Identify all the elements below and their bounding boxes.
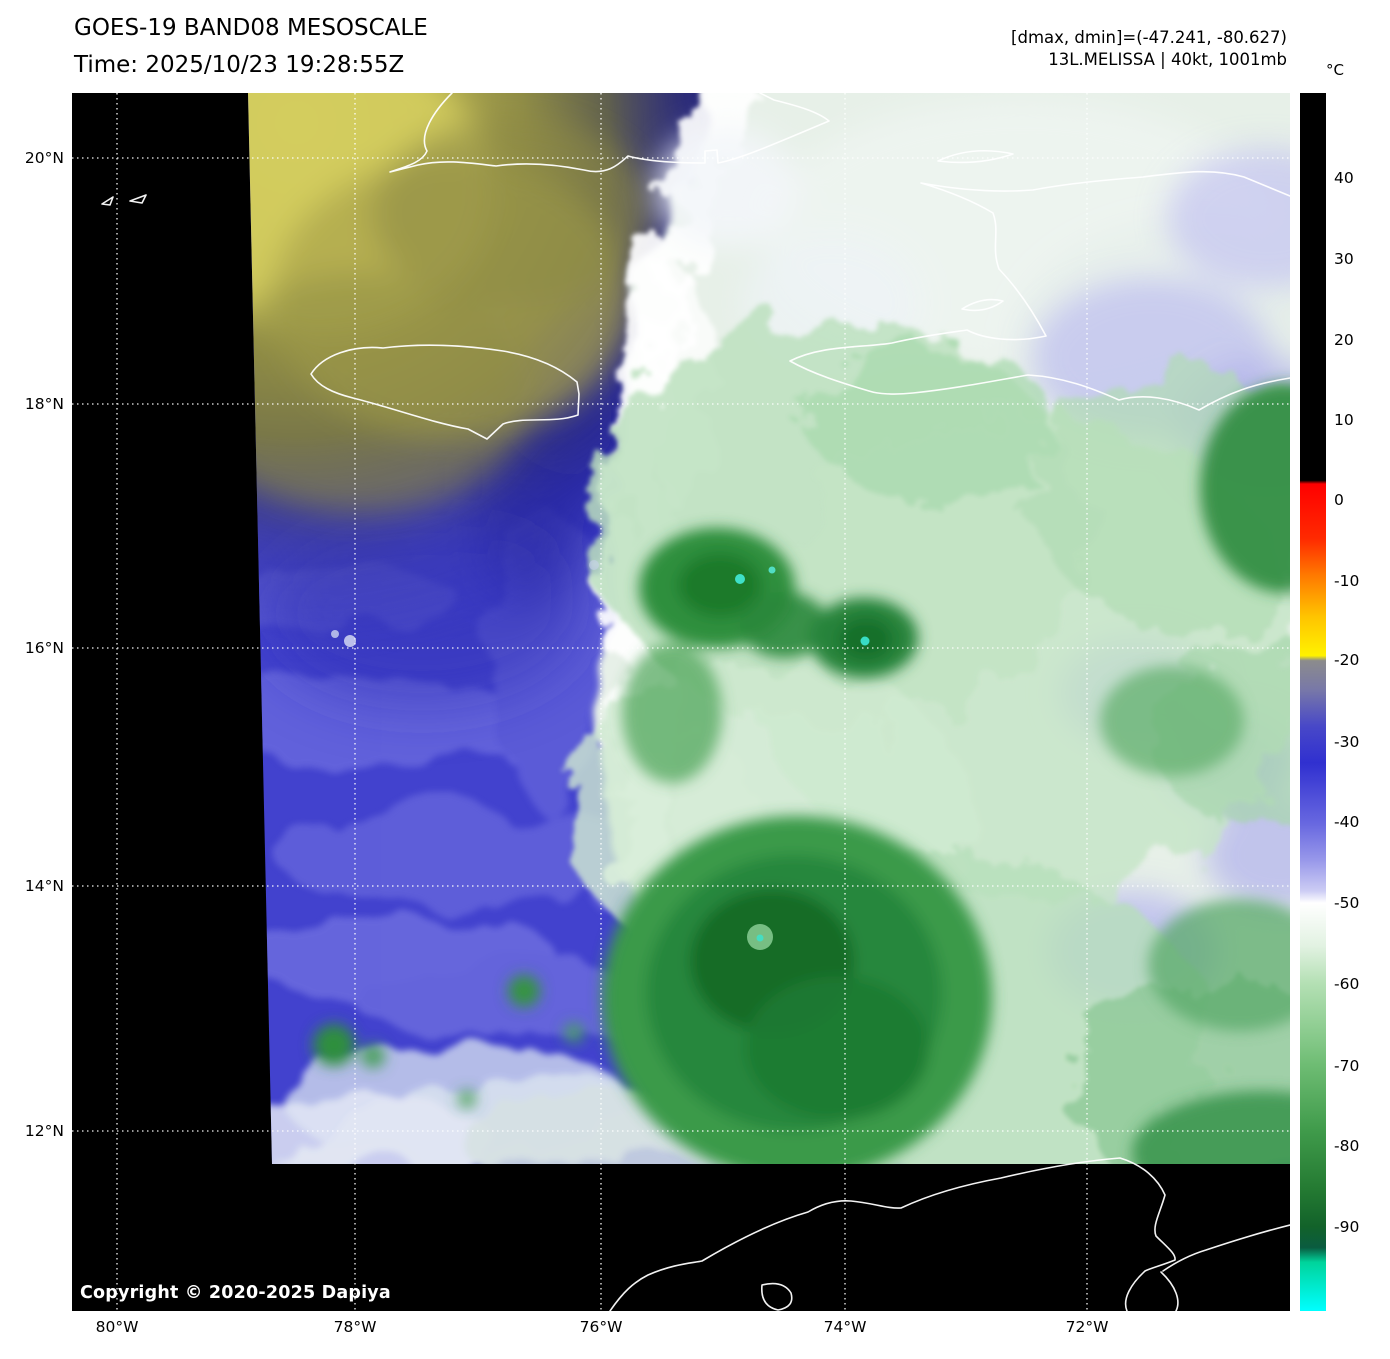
deep-convection-cores: [313, 383, 1290, 1164]
coast-jamaica: [310, 344, 580, 440]
colorbar-tick--20: -20: [1334, 651, 1360, 669]
figure-time: Time: 2025/10/23 19:28:55Z: [74, 52, 405, 78]
coast-gonave-island: [961, 298, 1004, 312]
colorbar-tick-20: 20: [1334, 331, 1354, 349]
coast-santa-marta-lagoon: [761, 1282, 793, 1311]
coastlines: [101, 93, 1290, 1311]
lon-label-76w: 76°W: [579, 1318, 623, 1336]
colorbar-tick--30: -30: [1334, 733, 1360, 751]
colorbar-tick--70: -70: [1334, 1057, 1360, 1075]
colorbar-gradient: [1300, 93, 1326, 1311]
colorbar-tick-40: 40: [1334, 169, 1354, 187]
colorbar-tick--40: -40: [1334, 813, 1360, 831]
coast-hispaniola: [789, 170, 1290, 411]
colorbar-tick-0: 0: [1334, 491, 1344, 509]
lat-label-12n: 12°N: [24, 1122, 64, 1140]
colorbar-tick-10: 10: [1334, 411, 1354, 429]
lat-label-18n: 18°N: [24, 395, 64, 413]
coast-south-america: [609, 1157, 1290, 1311]
colorbar-tick--90: -90: [1334, 1218, 1360, 1236]
lon-label-80w: 80°W: [95, 1318, 139, 1336]
coast-cayman-islands: [101, 194, 147, 206]
satellite-image: [72, 93, 1290, 1311]
satellite-plot: Copyright © 2020-2025 Dapiya: [72, 93, 1290, 1311]
title-block: GOES-19 BAND08 MESOSCALE Time: 2025/10/2…: [74, 10, 428, 84]
coast-tortuga-island: [937, 149, 1014, 164]
colorbar-tick-30: 30: [1334, 250, 1354, 268]
data-region: [248, 93, 1290, 1164]
overshooting-top-flecks: [735, 566, 870, 942]
colorbar-tick--10: -10: [1334, 572, 1360, 590]
lon-label-72w: 72°W: [1065, 1318, 1109, 1336]
storm-info: 13L.MELISSA | 40kt, 1001mb: [1048, 50, 1287, 69]
lon-label-78w: 78°W: [333, 1318, 377, 1336]
colorbar-tick--60: -60: [1334, 975, 1360, 993]
colorbar-tick--50: -50: [1334, 894, 1360, 912]
lon-label-74w: 74°W: [823, 1318, 867, 1336]
figure-title: GOES-19 BAND08 MESOSCALE: [74, 15, 428, 41]
lat-label-16n: 16°N: [24, 639, 64, 657]
lat-label-20n: 20°N: [24, 149, 64, 167]
colorbar-unit: °C: [1326, 61, 1344, 79]
lat-label-14n: 14°N: [24, 877, 64, 895]
info-block: [dmax, dmin]=(-47.241, -80.627) 13L.MELI…: [1011, 27, 1287, 71]
warm-region-detail: [248, 93, 652, 513]
colorbar-tick--80: -80: [1334, 1137, 1360, 1155]
coast-cuba: [389, 93, 830, 173]
small-cloud-specks: [331, 560, 599, 647]
gridlines: [72, 93, 1290, 1311]
copyright-text: Copyright © 2020-2025 Dapiya: [80, 1283, 391, 1303]
dmax-dmin-readout: [dmax, dmin]=(-47.241, -80.627): [1011, 28, 1287, 47]
